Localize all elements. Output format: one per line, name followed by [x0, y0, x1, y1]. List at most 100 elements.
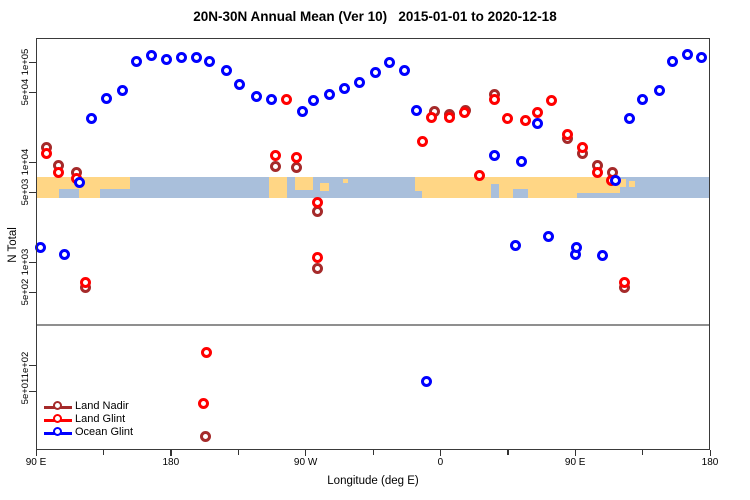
data-point: [667, 55, 679, 67]
data-point: [312, 262, 324, 274]
data-point: [312, 197, 324, 209]
legend-marker-icon: [53, 401, 62, 410]
x-tick-label: 180: [162, 457, 180, 468]
y-tick: [29, 262, 36, 264]
x-tick: [170, 450, 172, 456]
y-tick: [29, 192, 36, 194]
y-tick: [29, 391, 36, 393]
data-point: [204, 55, 216, 67]
y-tick: [29, 92, 36, 94]
data-point: [596, 250, 608, 262]
data-point: [270, 160, 282, 172]
data-point: [291, 151, 303, 163]
data-point: [160, 53, 172, 65]
x-tick: [439, 450, 442, 456]
data-point: [383, 57, 395, 69]
land-patch: [629, 181, 635, 188]
y-tick: [29, 62, 36, 64]
data-point: [443, 111, 455, 123]
legend-marker-icon: [53, 414, 62, 423]
x-tick-label: 90 W: [293, 457, 318, 468]
x-tick: [35, 450, 37, 456]
data-point: [532, 107, 544, 119]
data-point: [52, 167, 64, 179]
data-point: [637, 94, 649, 106]
data-point: [85, 113, 97, 125]
data-point: [190, 52, 202, 64]
data-point: [458, 107, 470, 119]
data-point: [545, 95, 557, 107]
y-tick-label: 5e+03: [20, 178, 31, 206]
data-point: [610, 175, 622, 187]
legend-item-label: Land Glint: [75, 413, 126, 425]
data-point: [571, 241, 583, 253]
land-patch: [100, 177, 131, 189]
legend-item: Land Glint: [44, 413, 194, 427]
data-point: [270, 150, 282, 162]
data-point: [220, 64, 232, 76]
land-patch: [295, 177, 313, 190]
data-point: [542, 230, 554, 242]
x-tick-label: 0: [437, 457, 444, 468]
data-point: [562, 128, 574, 140]
legend-item-label: Land Nadir: [75, 400, 129, 412]
x-axis-title: Longitude (deg E): [327, 475, 419, 487]
data-point: [398, 64, 410, 76]
data-point: [509, 240, 521, 252]
chart-title: 20N-30N Annual Mean (Ver 10) 2015-01-01 …: [193, 9, 557, 24]
data-point: [312, 252, 324, 264]
data-point: [250, 91, 262, 103]
data-point: [421, 375, 433, 387]
data-point: [354, 76, 366, 88]
y-tick-label: 5e+01: [20, 377, 31, 405]
x-minor-tick: [237, 450, 239, 455]
data-point: [199, 430, 211, 442]
x-minor-tick: [102, 450, 105, 455]
data-point: [653, 84, 665, 96]
y-tick: [29, 162, 36, 164]
data-point: [619, 277, 631, 289]
ocean-patch: [513, 188, 528, 198]
data-point: [682, 48, 694, 60]
x-minor-tick: [372, 450, 374, 455]
legend-item: Land Nadir: [44, 400, 194, 414]
data-point: [40, 147, 52, 159]
land-patch: [269, 177, 287, 198]
data-point: [520, 115, 532, 126]
data-point: [416, 136, 428, 148]
legend-marker-icon: [53, 427, 62, 436]
ocean-patch: [413, 190, 422, 198]
data-point: [339, 83, 351, 95]
land-patch: [319, 183, 329, 191]
data-point: [515, 155, 527, 167]
data-point: [117, 84, 129, 96]
x-tick: [709, 450, 711, 456]
y-tick-label: 5e+04: [20, 78, 31, 106]
data-point: [58, 248, 70, 260]
data-point: [280, 94, 292, 106]
data-point: [592, 167, 604, 179]
data-point: [532, 118, 544, 130]
ocean-patch: [490, 184, 500, 198]
data-point: [623, 113, 635, 125]
data-point: [201, 346, 213, 358]
data-point: [307, 95, 319, 107]
data-point: [473, 169, 485, 181]
data-point: [265, 94, 277, 106]
data-point: [234, 79, 246, 91]
ocean-patch: [58, 188, 80, 198]
y-tick: [29, 365, 36, 367]
data-point: [291, 161, 303, 173]
data-point: [370, 66, 382, 78]
data-point: [130, 55, 142, 67]
data-point: [100, 93, 112, 105]
x-tick-label: 90 E: [564, 457, 586, 468]
data-point: [79, 276, 91, 288]
data-point: [297, 105, 309, 117]
legend-item-label: Ocean Glint: [75, 426, 134, 438]
land-patch: [342, 179, 349, 184]
data-point: [175, 51, 187, 63]
x-tick: [574, 450, 576, 456]
data-point: [695, 51, 707, 63]
